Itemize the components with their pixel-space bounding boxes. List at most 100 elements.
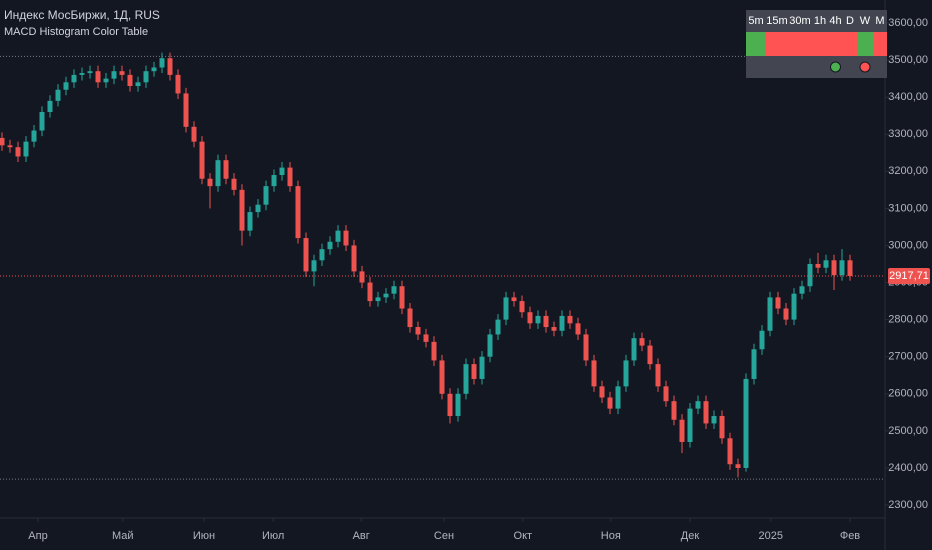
candle-body — [527, 312, 533, 324]
x-tick-label: 2025 — [759, 530, 783, 542]
candle-body — [711, 416, 717, 424]
candle-body — [111, 71, 117, 79]
candle-body — [207, 178, 213, 187]
candle-body — [559, 315, 565, 331]
candle-body — [591, 360, 597, 387]
table-cell — [746, 32, 766, 56]
candle-body — [639, 338, 645, 346]
candle-body — [831, 260, 837, 276]
x-tick-label: Апр — [28, 530, 47, 542]
candle-body — [799, 286, 805, 294]
last-price-badge — [888, 267, 930, 284]
candle-body — [359, 271, 365, 283]
candle-body — [239, 189, 245, 231]
candle-body — [807, 264, 813, 287]
candle-body — [71, 74, 77, 83]
candle-body — [727, 438, 733, 465]
candle-body — [271, 175, 277, 187]
candle-body — [607, 397, 613, 409]
candle-body — [671, 401, 677, 420]
signal-dot — [859, 61, 871, 73]
candle-body — [751, 349, 757, 379]
candle-body — [199, 141, 205, 179]
candle-body — [543, 315, 549, 328]
candle-body — [327, 241, 333, 250]
x-tick-label: Май — [112, 530, 134, 542]
table-header: 5m — [748, 15, 763, 27]
candle-body — [791, 293, 797, 320]
last-price-label: 2917,71 — [889, 270, 929, 282]
table-cell — [857, 32, 873, 56]
candle-body — [15, 147, 21, 157]
candle-body — [399, 286, 405, 309]
candle-body — [63, 82, 69, 90]
candle-body — [583, 334, 589, 361]
candle-body — [631, 338, 637, 361]
candle-body — [319, 249, 325, 261]
table-header: W — [860, 15, 871, 27]
candle-body — [391, 286, 397, 294]
candle-body — [79, 73, 85, 75]
candle-body — [647, 345, 653, 365]
candle-body — [55, 89, 61, 101]
candle-body — [503, 297, 509, 320]
candle-body — [735, 464, 741, 468]
candle-body — [343, 230, 349, 246]
y-tick-label: 2800,00 — [888, 314, 928, 326]
candle-body — [351, 245, 357, 272]
candle-body — [575, 323, 581, 335]
candle-body — [447, 393, 453, 417]
candle-body — [511, 297, 517, 302]
table-header: 15m — [766, 15, 787, 27]
table-header: 1h — [814, 15, 826, 27]
table-cell — [828, 32, 843, 56]
candle-body — [823, 260, 829, 268]
candle-body — [487, 334, 493, 357]
x-tick-label: Сен — [434, 530, 454, 542]
candle-body — [663, 386, 669, 402]
candle-body — [183, 93, 189, 127]
candle-body — [375, 297, 381, 302]
candle-body — [167, 58, 173, 75]
table-cell — [843, 32, 857, 56]
candle-body — [463, 364, 469, 394]
candle-body — [247, 212, 253, 231]
x-tick-label: Окт — [514, 530, 533, 542]
candle-body — [775, 297, 781, 309]
candle-body — [303, 238, 309, 272]
candle-body — [743, 378, 749, 468]
candle-body — [679, 419, 685, 442]
candle-body — [143, 71, 149, 83]
candle-body — [87, 71, 93, 74]
candle-body — [367, 282, 373, 302]
candle-body — [127, 74, 133, 87]
table-header: 4h — [829, 15, 841, 27]
table-header: M — [875, 15, 884, 27]
candle-body — [439, 360, 445, 394]
y-tick-label: 2700,00 — [888, 351, 928, 363]
table-cell — [766, 32, 788, 56]
candle-body — [279, 167, 285, 176]
candle-body — [231, 178, 237, 190]
candle-body — [839, 260, 845, 276]
candle-body — [567, 315, 573, 324]
candle-body — [479, 356, 485, 379]
table-header: 30m — [789, 15, 810, 27]
candle-body — [295, 186, 301, 239]
candle-body — [383, 293, 389, 298]
y-tick-label: 2500,00 — [888, 425, 928, 437]
candle-body — [287, 167, 293, 187]
candle-body — [551, 327, 557, 331]
y-tick-label: 3200,00 — [888, 165, 928, 177]
table-header: D — [846, 15, 854, 27]
y-tick-label: 3400,00 — [888, 91, 928, 103]
table-cell — [788, 32, 812, 56]
candle-body — [47, 100, 53, 112]
x-tick-label: Дек — [681, 530, 700, 542]
candle-body — [103, 78, 109, 83]
chart-title: Индекс МосБиржи, 1Д, RUS — [4, 8, 160, 22]
candle-body — [615, 386, 621, 409]
candle-body — [847, 260, 853, 276]
